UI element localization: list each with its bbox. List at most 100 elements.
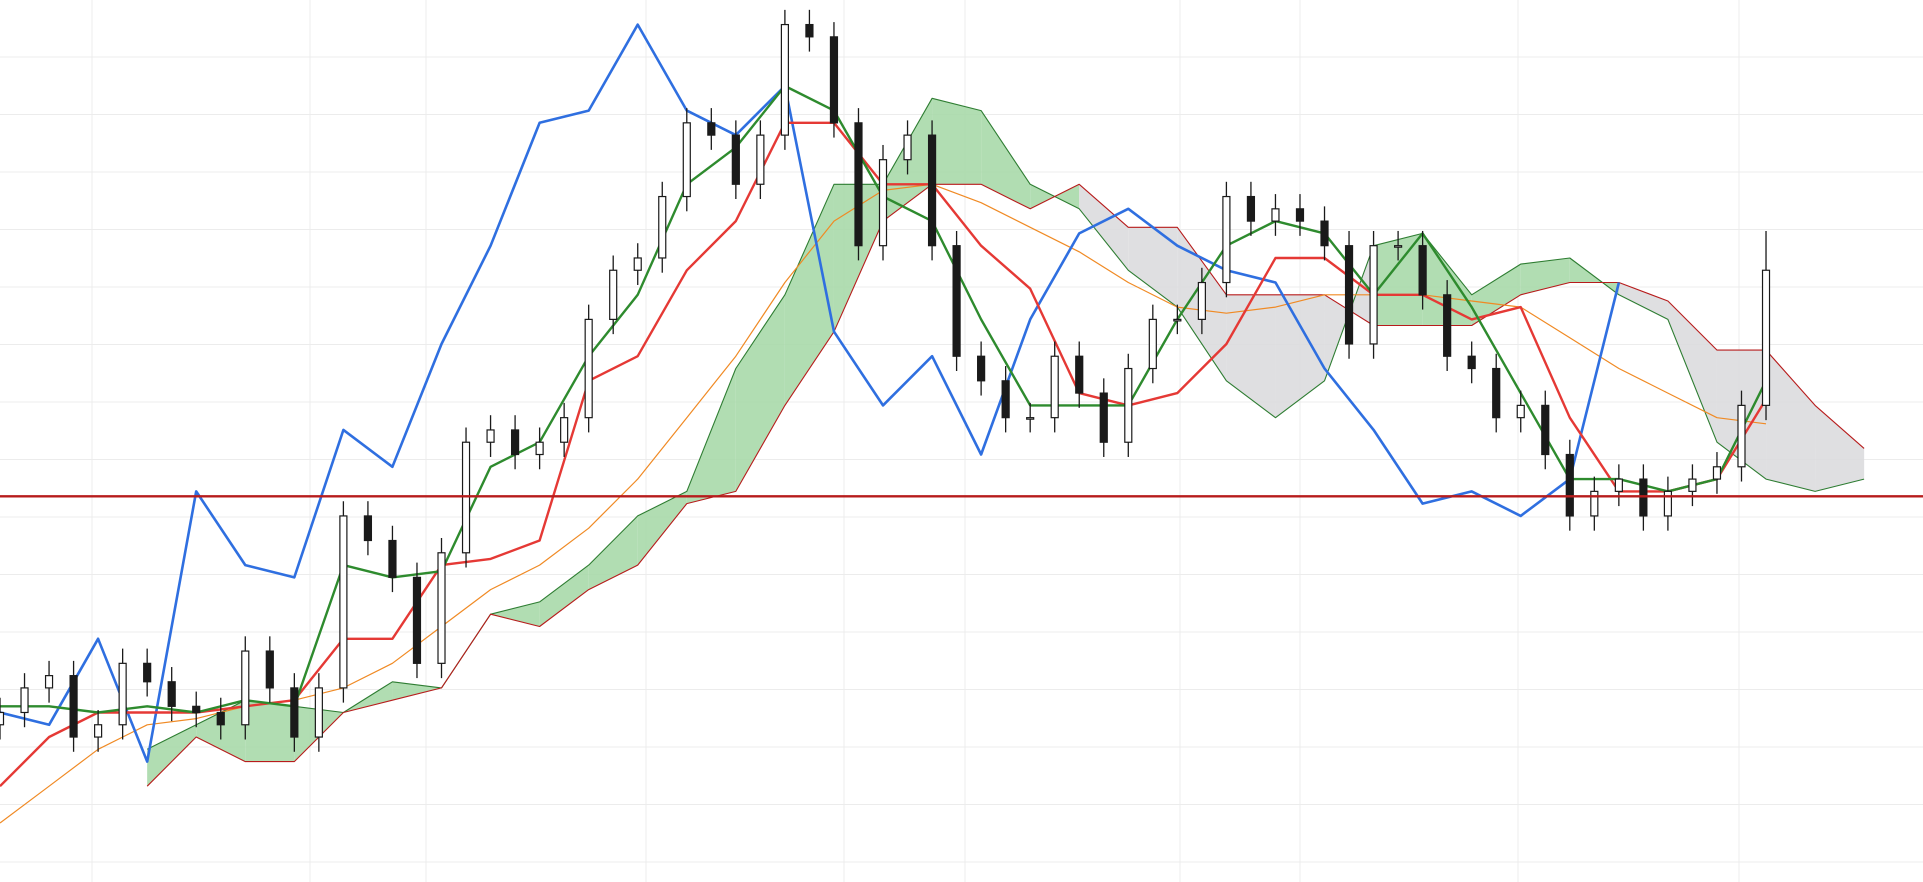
candle-body [388, 539, 397, 578]
candle-body [1075, 355, 1084, 394]
cloud-fill [686, 368, 736, 504]
cloud-fill [1618, 282, 1668, 320]
cloud-fill [932, 98, 982, 185]
candle-body [1222, 195, 1231, 284]
candle-body [1663, 490, 1673, 517]
candle-body [1173, 318, 1182, 322]
candle-body [1443, 294, 1452, 357]
candle-body [1050, 355, 1059, 419]
candle-body [829, 36, 839, 124]
candle-body [1393, 245, 1403, 248]
cloud-fill [1079, 184, 1129, 271]
candle-body [44, 675, 54, 689]
candle-body [1590, 490, 1599, 517]
candle-body [977, 355, 986, 382]
cloud-fill [1226, 294, 1276, 418]
candle-body [682, 122, 691, 198]
candle-body [1124, 367, 1133, 443]
candle-body [927, 134, 937, 247]
cloud-fill [1275, 294, 1325, 418]
candle-body [339, 515, 348, 689]
span-b-line [146, 183, 1865, 787]
cloud-fill [1128, 227, 1178, 308]
candle-body [1099, 392, 1108, 443]
candle-body [118, 662, 127, 726]
span-a-line [146, 97, 1865, 750]
candle-body [1418, 245, 1427, 296]
indicator-lines [0, 23, 1768, 824]
candle-body [510, 429, 520, 456]
candle-body [20, 687, 29, 714]
candle-body [805, 23, 814, 38]
candle-body [1246, 195, 1256, 222]
cloud-fill [1766, 350, 1816, 492]
candle-body [241, 650, 250, 726]
candle-body [1001, 380, 1010, 419]
candle-body [1369, 245, 1378, 345]
candle-body [609, 269, 618, 320]
cloud-fill [539, 565, 589, 627]
candle-body [314, 687, 323, 738]
cloud-fill [490, 601, 540, 627]
cloud-fill [1373, 233, 1423, 326]
candle-body [0, 711, 5, 726]
candle-body [363, 515, 373, 542]
candle-body [143, 662, 152, 683]
candle-body [535, 441, 544, 456]
candle-body [192, 705, 201, 714]
candle-body [1271, 208, 1280, 222]
candle-body [952, 245, 961, 357]
candle-body [658, 195, 667, 259]
cloud-fill [981, 110, 1031, 209]
candle-body [780, 23, 789, 136]
candle-body [1516, 404, 1525, 419]
candle-body [731, 134, 740, 185]
candle-body [216, 711, 225, 726]
cloud-fill [1422, 233, 1472, 326]
candle-body [265, 650, 274, 689]
cloud-fill [588, 515, 638, 590]
cloud-fill [1667, 300, 1717, 443]
candle-body [1737, 404, 1746, 468]
candle-body [1320, 220, 1329, 247]
cloud [146, 97, 1865, 787]
candle-body [1541, 404, 1550, 456]
candle-body [290, 687, 299, 738]
candle-body [1639, 478, 1648, 517]
candle-body [707, 122, 716, 136]
cloud-fill [1471, 264, 1521, 326]
candle-body [903, 134, 912, 161]
candle-body [1295, 208, 1305, 222]
candle-body [1688, 478, 1697, 492]
candle-body [69, 675, 78, 738]
cloud-fill [735, 294, 785, 492]
candle-body [412, 576, 422, 664]
candle-body [584, 318, 593, 419]
candle-body [1761, 269, 1771, 406]
candle-body [560, 417, 569, 443]
indicator-line [0, 23, 1621, 763]
candle-body [633, 257, 642, 271]
candle-body [878, 159, 888, 247]
candle-body [854, 122, 863, 247]
candle-body [1197, 281, 1206, 320]
candle-body [1148, 318, 1157, 370]
candle-body [94, 724, 103, 738]
candle-body [461, 441, 471, 554]
candle-body [1614, 478, 1623, 492]
candle-body [486, 429, 495, 443]
cloud-fill [147, 724, 197, 787]
candle-body [167, 681, 176, 707]
candle-body [1712, 466, 1722, 480]
cloud-fill [1815, 405, 1865, 492]
candle-body [1344, 245, 1354, 345]
cloud-fill [637, 491, 687, 566]
candle-body [756, 134, 765, 185]
candle-body [1565, 453, 1574, 517]
candles [0, 9, 1771, 752]
cloud-fill [245, 700, 295, 762]
candle-body [1467, 355, 1476, 370]
candle-body [437, 552, 446, 664]
